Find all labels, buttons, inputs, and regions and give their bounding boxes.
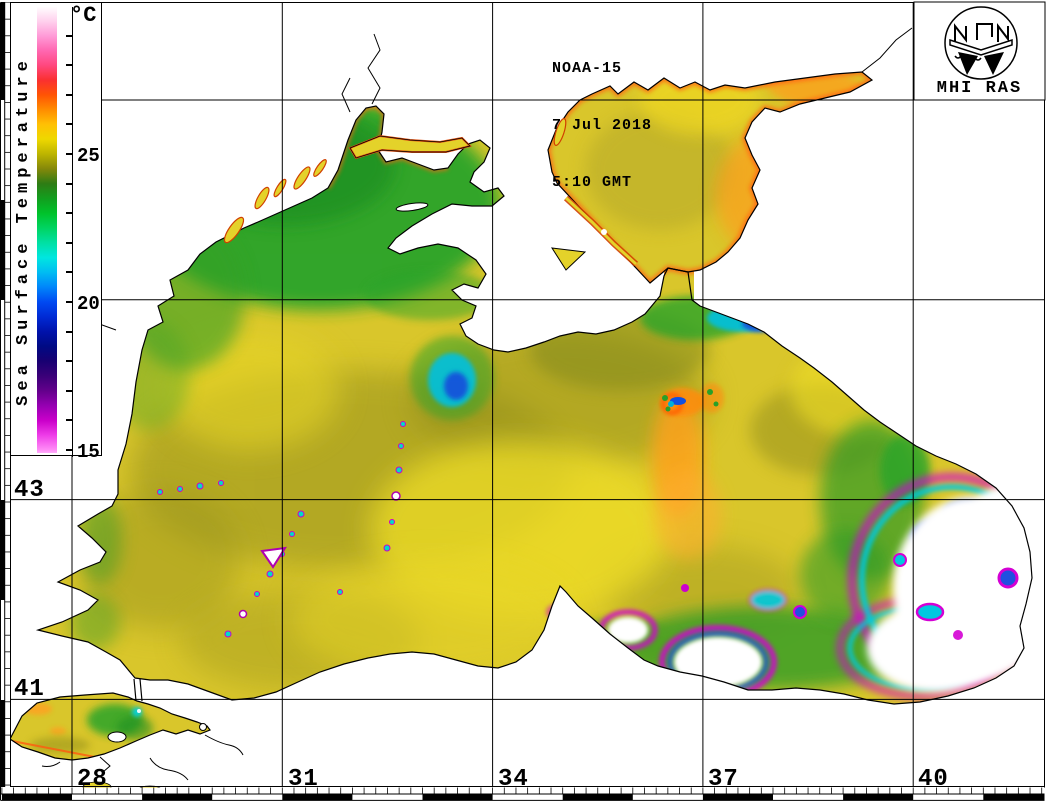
colorbar-tick-mark bbox=[66, 241, 73, 244]
colorbar-tick-mark bbox=[66, 360, 73, 363]
colorbar-tick-mark bbox=[66, 182, 73, 185]
unit-label: °C bbox=[70, 3, 97, 28]
lon-label-31: 31 bbox=[288, 766, 319, 793]
acquisition-header: NOAA-15 7 Jul 2018 5:10 GMT bbox=[552, 21, 652, 230]
colorbar-tick-mark bbox=[66, 93, 73, 96]
colorbar-tick-mark bbox=[66, 419, 73, 422]
island bbox=[199, 723, 207, 731]
lon-label-34: 34 bbox=[498, 766, 529, 793]
colorbar-tick-mark bbox=[66, 330, 73, 333]
satellite-name: NOAA-15 bbox=[552, 60, 623, 77]
colorbar-tick-mark bbox=[66, 301, 73, 303]
colorbar-title: Sea Surface Temperature bbox=[14, 56, 33, 406]
temperature-gradient-bar bbox=[37, 7, 57, 453]
cloud-artifact-dots bbox=[157, 421, 406, 638]
colorbar-tick-mark bbox=[66, 34, 73, 37]
scale-label-20: 20 bbox=[77, 293, 100, 315]
mhi-ras-logo-panel bbox=[913, 1, 1046, 101]
lon-label-28: 28 bbox=[77, 766, 108, 793]
acquisition-time: 5:10 GMT bbox=[552, 174, 633, 191]
scale-label-15: 15 bbox=[77, 441, 100, 463]
colorbar-tick-mark bbox=[66, 271, 73, 274]
colorbar-tick-mark bbox=[66, 153, 73, 155]
colorbar-tick-mark bbox=[66, 123, 73, 126]
lon-label-37: 37 bbox=[708, 766, 739, 793]
island bbox=[395, 202, 429, 212]
scale-label-25: 25 bbox=[77, 145, 100, 167]
colorbar-panel: °C 25 20 15 Sea Surface Temperature bbox=[10, 2, 102, 463]
colorbar-axis-line bbox=[72, 7, 73, 457]
colorbar-tick-mark bbox=[66, 212, 73, 215]
lat-label-41: 41 bbox=[14, 676, 45, 703]
mhi-ras-emblem-icon bbox=[944, 6, 1018, 80]
bosphorus-strait bbox=[133, 678, 143, 702]
lon-label-40: 40 bbox=[918, 766, 949, 793]
acquisition-date: 7 Jul 2018 bbox=[552, 117, 653, 134]
lagoons bbox=[82, 118, 639, 795]
lat-label-43: 43 bbox=[14, 477, 45, 504]
coastline bbox=[9, 71, 1033, 761]
island bbox=[107, 731, 127, 743]
colorbar-tick-mark bbox=[66, 389, 73, 392]
graticule bbox=[10, 2, 1045, 787]
logo-label: MHI RAS bbox=[936, 79, 1023, 98]
colorbar-tick-mark bbox=[66, 64, 73, 67]
colorbar-tick-mark bbox=[66, 449, 73, 451]
